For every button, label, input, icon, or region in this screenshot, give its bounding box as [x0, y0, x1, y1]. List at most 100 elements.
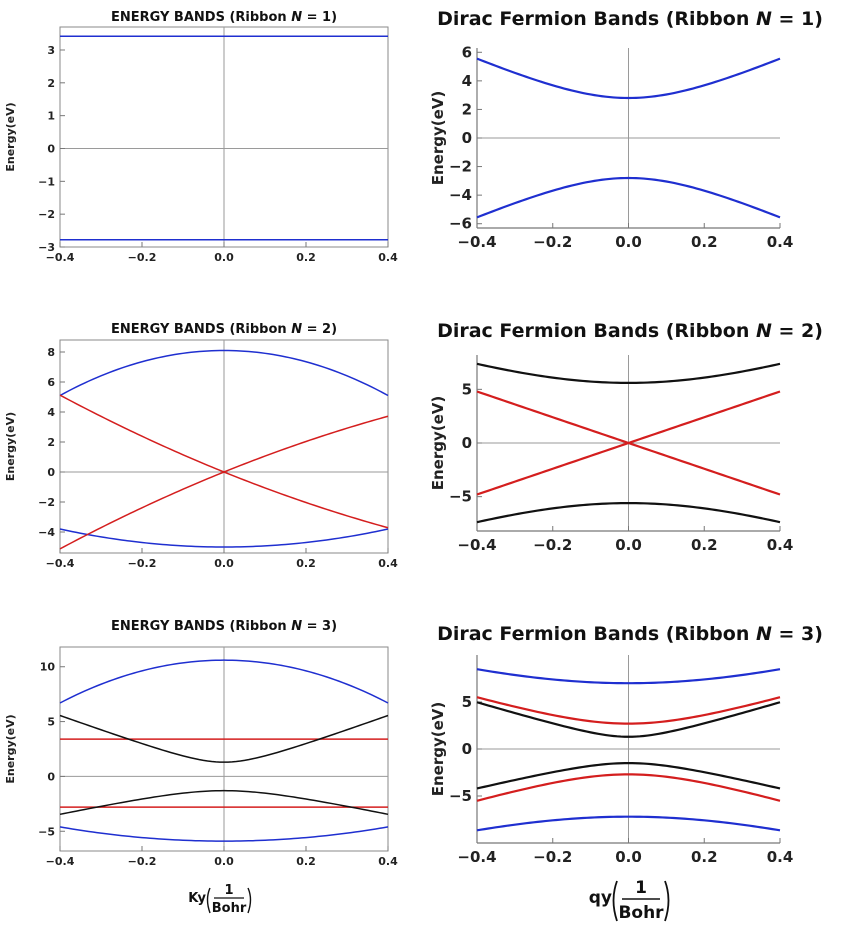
series-line-black-upper [476, 701, 781, 738]
x-tick-label: 0.4 [767, 536, 794, 554]
left-x-axis-label-prefix: Ky [188, 891, 206, 906]
series-line-black-lower [59, 789, 389, 816]
x-tick-label: 0.2 [296, 251, 316, 264]
x-tick-label: −0.2 [128, 855, 157, 868]
right-paren-close [664, 880, 670, 922]
series-line-blue-upper [476, 668, 781, 685]
y-tick-label: 5 [462, 380, 472, 398]
y-tick-label: −3 [38, 241, 55, 254]
x-tick-label: 0.0 [615, 536, 642, 554]
x-tick-label: 0.2 [296, 855, 316, 868]
chart-title-prefix: Dirac Fermion Bands (Ribbon [437, 8, 756, 30]
chart-title: ENERGY BANDS (Ribbon N = 3) [111, 619, 337, 634]
series-line-upper-band [476, 57, 781, 100]
series-line-black-lower [476, 762, 781, 790]
chart-title-n: N [291, 322, 302, 337]
chart-left-n1: ENERGY BANDS (Ribbon N = 1) −0.4 −0.2 0.0 0.… [4, 10, 398, 264]
y-tick-label: −4 [449, 186, 472, 204]
y-tick-label: 4 [462, 72, 472, 90]
chart-title-prefix: ENERGY BANDS (Ribbon [111, 619, 291, 634]
y-tick-label: −2 [38, 208, 55, 221]
chart-title: Dirac Fermion Bands (Ribbon N = 1) [437, 8, 823, 30]
y-tick-label: 10 [40, 661, 56, 674]
y-tick-label: 3 [47, 44, 55, 57]
y-tick-label: 0 [47, 466, 55, 479]
y-tick-label: 8 [47, 346, 55, 359]
chart-title-prefix: ENERGY BANDS (Ribbon [111, 10, 291, 25]
chart-title-n: N [756, 623, 772, 645]
y-tick-label: 5 [47, 716, 55, 729]
y-tick-label: 5 [462, 693, 472, 711]
y-tick-label: 0 [462, 129, 472, 147]
x-tick-label: 0.0 [615, 848, 642, 866]
series-line-black-lower [476, 502, 781, 524]
y-tick-label: −5 [449, 787, 472, 805]
x-tick-label: −0.2 [533, 536, 572, 554]
chart-title-suffix: = 1) [302, 10, 337, 25]
series-line-blue-upper [59, 349, 389, 397]
left-paren-close [247, 887, 252, 914]
series-line-red-falling [59, 394, 389, 529]
series-line-red-falling [476, 390, 781, 496]
chart-left-n3: ENERGY BANDS (Ribbon N = 3) −0.4 −0.2 0.0 0.… [4, 619, 398, 868]
y-tick-label: 0 [462, 434, 472, 452]
y-tick-label: 0 [47, 142, 55, 155]
chart-title-n: N [756, 8, 772, 30]
chart-title: Dirac Fermion Bands (Ribbon N = 3) [437, 623, 823, 645]
x-tick-label: 0.2 [691, 536, 718, 554]
y-axis-label: Energy(eV) [4, 102, 17, 171]
x-tick-label: −0.4 [457, 233, 496, 251]
chart-right-n2: Dirac Fermion Bands (Ribbon N = 2) −0.4 −0… [429, 320, 823, 554]
y-tick-label: 1 [47, 110, 55, 123]
chart-title-n: N [291, 10, 302, 25]
chart-title-prefix: ENERGY BANDS (Ribbon [111, 322, 291, 337]
charts-layer: ENERGY BANDS (Ribbon N = 1) −0.4 −0.2 0.0 0.… [4, 8, 823, 868]
x-tick-label: 0.4 [378, 251, 398, 264]
x-tick-label: −0.2 [533, 233, 572, 251]
x-tick-label: −0.4 [46, 855, 75, 868]
series-line-lower-band [476, 176, 781, 219]
x-tick-label: −0.4 [457, 536, 496, 554]
chart-title-n: N [756, 320, 772, 342]
x-tick-label: 0.0 [214, 855, 234, 868]
y-tick-label: −5 [449, 488, 472, 506]
right-x-axis-label-prefix: qy [589, 888, 612, 908]
series-line-red-upper [476, 696, 781, 725]
x-tick-label: 0.4 [767, 848, 794, 866]
left-x-axis-label: Ky 1 Bohr [188, 883, 252, 916]
y-axis-label: Energy(eV) [4, 412, 17, 481]
x-tick-label: 0.0 [214, 557, 234, 570]
x-tick-label: −0.2 [128, 557, 157, 570]
chart-title-prefix: Dirac Fermion Bands (Ribbon [437, 320, 756, 342]
chart-right-n1: Dirac Fermion Bands (Ribbon N = 1) −0.4 −0… [429, 8, 823, 251]
chart-title-suffix: = 1) [772, 8, 823, 30]
series-line-red-lower [476, 773, 781, 802]
x-tick-label: 0.4 [378, 855, 398, 868]
series-line-black-upper [476, 362, 781, 384]
series-line-blue-lower [476, 815, 781, 832]
y-tick-label: 2 [47, 436, 55, 449]
y-tick-label: −2 [38, 496, 55, 509]
chart-title-suffix: = 2) [302, 322, 337, 337]
series-line-blue-lower [59, 528, 389, 548]
y-tick-label: −6 [449, 215, 472, 233]
y-axis-label: Energy(eV) [429, 702, 447, 797]
chart-title-prefix: Dirac Fermion Bands (Ribbon [437, 623, 756, 645]
left-x-axis-label-numerator: 1 [224, 883, 233, 898]
y-axis-label: Energy(eV) [4, 714, 17, 783]
x-tick-label: −0.2 [533, 848, 572, 866]
chart-right-n3: Dirac Fermion Bands (Ribbon N = 3) −0.4 −0… [429, 623, 823, 866]
chart-title-suffix: = 3) [772, 623, 823, 645]
y-tick-label: −4 [38, 526, 55, 539]
x-tick-label: −0.4 [46, 557, 75, 570]
chart-title: ENERGY BANDS (Ribbon N = 2) [111, 322, 337, 337]
y-tick-label: 0 [47, 770, 55, 783]
y-tick-label: −2 [449, 158, 472, 176]
series-line-blue-lower [59, 826, 389, 842]
right-x-axis-label-denominator: Bohr [618, 903, 664, 923]
y-tick-label: 2 [47, 77, 55, 90]
chart-title-suffix: = 3) [302, 619, 337, 634]
x-tick-label: 0.4 [378, 557, 398, 570]
x-tick-label: 0.0 [615, 233, 642, 251]
series-line-blue-upper [59, 659, 389, 704]
